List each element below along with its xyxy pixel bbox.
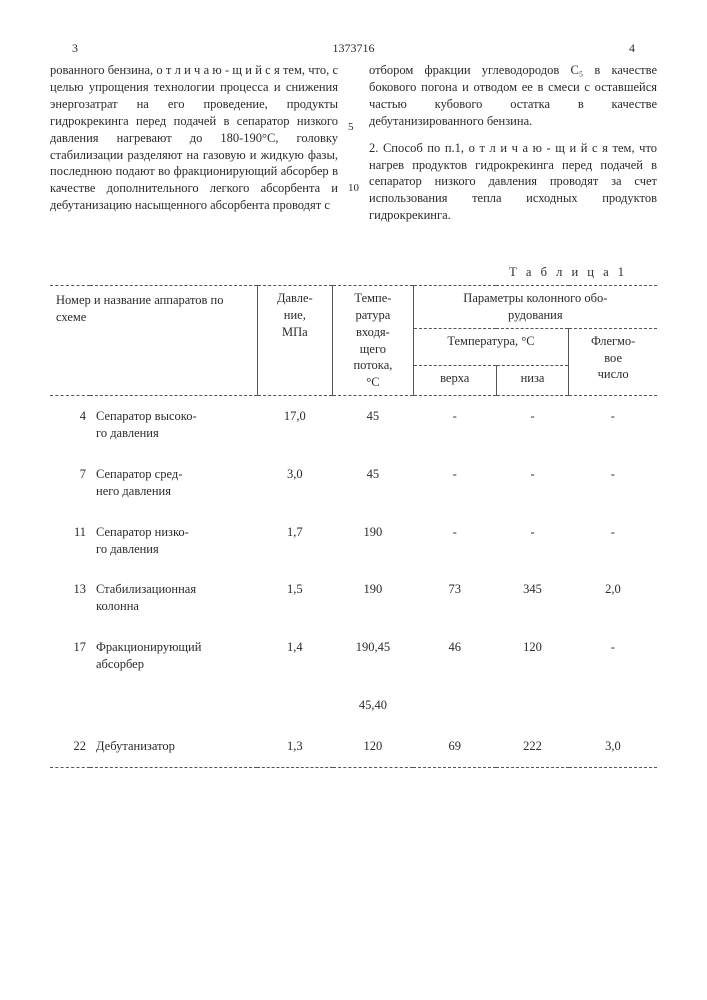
- cell-reflux: -: [569, 512, 657, 570]
- th-reflux: Флегмо- вое число: [569, 328, 657, 396]
- left-para: рованного бензина, о т л и ч а ю - щ и й…: [50, 62, 338, 214]
- cell-temp-top: 69: [413, 726, 496, 767]
- cell-temp-bot: -: [496, 396, 568, 454]
- cell-name: Сепаратор высоко- го давления: [90, 396, 257, 454]
- cell-pressure: 17,0: [257, 396, 333, 454]
- th-temp: Температура, °С: [413, 328, 569, 366]
- cell-name: Фракционирующий абсорбер: [90, 627, 257, 685]
- cell-pressure: [257, 685, 333, 726]
- page-num-right: 4: [607, 40, 657, 56]
- cell-name: [90, 685, 257, 726]
- cell-reflux: 3,0: [569, 726, 657, 767]
- cell-temp-bot: [496, 685, 568, 726]
- cell-temp-top: -: [413, 396, 496, 454]
- cell-temp-in: 190: [333, 512, 414, 570]
- table-row: 7Сепаратор сред- него давления3,045---: [50, 454, 657, 512]
- th-pressure: Давле- ние, МПа: [257, 285, 333, 395]
- cell-pressure: 1,5: [257, 569, 333, 627]
- cell-pressure: 1,4: [257, 627, 333, 685]
- cell-temp-bot: 345: [496, 569, 568, 627]
- cell-temp-top: 46: [413, 627, 496, 685]
- doc-number: 1373716: [100, 40, 607, 56]
- cell-temp-in: 190,45: [333, 627, 414, 685]
- left-column: рованного бензина, о т л и ч а ю - щ и й…: [50, 62, 338, 234]
- cell-num: [50, 685, 90, 726]
- th-temp-top: верха: [413, 366, 496, 396]
- cell-temp-in: 120: [333, 726, 414, 767]
- cell-num: 11: [50, 512, 90, 570]
- cell-num: 4: [50, 396, 90, 454]
- th-temp-bot: низа: [496, 366, 568, 396]
- cell-num: 13: [50, 569, 90, 627]
- table-title: Т а б л и ц а 1: [50, 264, 657, 281]
- cell-temp-top: -: [413, 454, 496, 512]
- page-header: 3 1373716 4: [50, 40, 657, 56]
- cell-num: 22: [50, 726, 90, 767]
- cell-reflux: -: [569, 627, 657, 685]
- right-column: отбором фракции углеводородов С₅ в качес…: [369, 62, 657, 234]
- cell-reflux: -: [569, 396, 657, 454]
- right-para-2: 2. Способ по п.1, о т л и ч а ю - щ и й …: [369, 140, 657, 224]
- cell-temp-in: 45,40: [333, 685, 414, 726]
- cell-pressure: 1,3: [257, 726, 333, 767]
- cell-name: Сепаратор сред- него давления: [90, 454, 257, 512]
- cell-temp-bot: 120: [496, 627, 568, 685]
- cell-name: Сепаратор низко- го давления: [90, 512, 257, 570]
- table-row: 45,40: [50, 685, 657, 726]
- cell-temp-bot: 222: [496, 726, 568, 767]
- table-row: 17Фракционирующий абсорбер1,4190,4546120…: [50, 627, 657, 685]
- table-row: 13Стабилизационная колонна1,5190733452,0: [50, 569, 657, 627]
- table-row: 11Сепаратор низко- го давления1,7190---: [50, 512, 657, 570]
- cell-temp-in: 45: [333, 396, 414, 454]
- line-num-10: 10: [348, 181, 359, 196]
- cell-temp-in: 45: [333, 454, 414, 512]
- page-num-left: 3: [50, 40, 100, 56]
- cell-num: 7: [50, 454, 90, 512]
- cell-reflux: 2,0: [569, 569, 657, 627]
- table-row: 22Дебутанизатор1,3120692223,0: [50, 726, 657, 767]
- body-columns: рованного бензина, о т л и ч а ю - щ и й…: [50, 62, 657, 234]
- line-num-5: 5: [348, 120, 359, 135]
- cell-pressure: 3,0: [257, 454, 333, 512]
- table-row: 4Сепаратор высоко- го давления17,045---: [50, 396, 657, 454]
- cell-pressure: 1,7: [257, 512, 333, 570]
- cell-reflux: -: [569, 454, 657, 512]
- cell-temp-bot: -: [496, 454, 568, 512]
- th-name: Номер и название аппаратов по схеме: [50, 285, 257, 395]
- th-params: Параметры колонного обо- рудования: [413, 285, 657, 328]
- th-temp-in: Темпе- ратура входя- щего потока, °С: [333, 285, 414, 395]
- cell-temp-top: [413, 685, 496, 726]
- cell-num: 17: [50, 627, 90, 685]
- cell-reflux: [569, 685, 657, 726]
- right-para-1: отбором фракции углеводородов С₅ в качес…: [369, 62, 657, 130]
- table-body: 4Сепаратор высоко- го давления17,045---7…: [50, 396, 657, 767]
- cell-temp-in: 190: [333, 569, 414, 627]
- cell-temp-top: 73: [413, 569, 496, 627]
- data-table: Номер и название аппаратов по схеме Давл…: [50, 285, 657, 768]
- cell-temp-top: -: [413, 512, 496, 570]
- line-numbers: 5 10: [348, 62, 359, 234]
- cell-name: Дебутанизатор: [90, 726, 257, 767]
- cell-name: Стабилизационная колонна: [90, 569, 257, 627]
- cell-temp-bot: -: [496, 512, 568, 570]
